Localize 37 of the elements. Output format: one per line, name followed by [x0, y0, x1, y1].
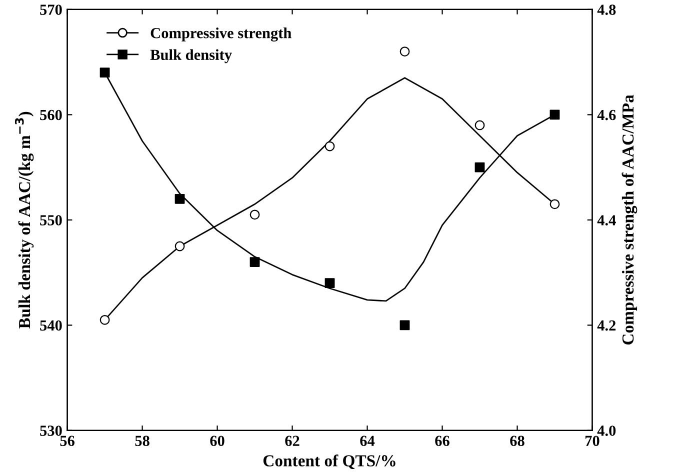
x-tick-label: 66 — [435, 436, 450, 446]
point — [100, 314, 110, 325]
y2-tick-label: 4.4 — [597, 215, 616, 226]
point — [100, 68, 110, 78]
y-tick-label: 540 — [40, 320, 62, 331]
x-tick-label: 64 — [360, 436, 375, 446]
x-tick-label: 70 — [585, 436, 600, 446]
x-axis-title: Content of QTS/% — [263, 454, 396, 469]
y2-tick-label: 4.2 — [597, 320, 616, 331]
y2-tick-label: 4.8 — [597, 4, 616, 15]
point — [400, 46, 410, 57]
y-tick-label: 530 — [40, 426, 62, 436]
y-tick-label: 570 — [40, 4, 62, 15]
x-tick-label: 60 — [210, 436, 224, 446]
x-tick-label: 68 — [510, 436, 524, 446]
point — [550, 199, 560, 210]
x-tick-label: 58 — [135, 436, 150, 446]
point — [174, 194, 185, 204]
y-tick-label: 550 — [40, 215, 62, 226]
x-tick-label: 62 — [285, 436, 300, 446]
point — [474, 162, 485, 172]
y-tick-label: 560 — [40, 110, 62, 120]
point — [250, 210, 260, 220]
y2-axis-title: Compressive strength of AAC/MPa — [622, 94, 638, 345]
point — [324, 278, 335, 288]
y-axis-title: Bulk density of AAC/(kg m$^{−3}$) — [14, 112, 34, 328]
point — [550, 110, 560, 120]
point — [174, 241, 185, 252]
y2-tick-label: 4.0 — [597, 426, 616, 436]
legend-label: Compressive strength — [150, 28, 292, 42]
point — [400, 320, 410, 330]
point — [324, 141, 335, 152]
point — [474, 120, 485, 130]
legend-label: Bulk density — [150, 49, 232, 64]
point — [250, 257, 260, 267]
y2-tick-label: 4.6 — [597, 110, 616, 120]
x-tick-label: 56 — [60, 436, 74, 446]
